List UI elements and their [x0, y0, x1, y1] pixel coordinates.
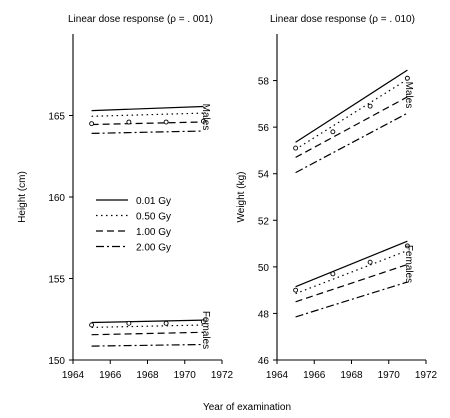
observed-point-males — [126, 119, 132, 125]
group-label-males: Males — [403, 82, 414, 109]
legend-label-3: 2.00 Gy — [136, 243, 171, 254]
x-tick-label: 1970 — [378, 370, 401, 381]
series-line-females-3 — [91, 343, 204, 347]
group-label-females: Females — [200, 311, 211, 349]
x-tick-label: 1972 — [415, 370, 438, 381]
group-label-males: Males — [200, 104, 211, 131]
height-panel: 1964 1966 1968 1970 1972 150 155 160 165 Linear d… — [17, 14, 234, 381]
series-line-males-2 — [295, 96, 408, 158]
series-line-females-0 — [295, 240, 408, 288]
legend-label-1: 0.50 Gy — [136, 212, 171, 223]
y-tick-label: 50 — [258, 263, 270, 274]
y-tick-label: 155 — [48, 275, 65, 286]
x-tick-label: 1966 — [303, 370, 326, 381]
observed-point-females — [330, 271, 336, 277]
chart-title: Linear dose response (ρ = . 001) — [68, 14, 213, 25]
group-label-females: Females — [403, 245, 414, 283]
observed-point-males — [293, 145, 299, 151]
observed-point-females — [126, 320, 132, 326]
x-tick-label: 1968 — [136, 370, 159, 381]
series-line-females-2 — [91, 331, 204, 336]
series-line-males-0 — [91, 105, 204, 112]
series-line-males-0 — [295, 69, 408, 143]
y-tick-label: 160 — [48, 193, 65, 204]
observed-point-males — [367, 103, 373, 109]
y-tick-label: 58 — [258, 77, 270, 88]
series-line-males-1 — [91, 112, 204, 117]
series-line-females-3 — [295, 281, 408, 318]
series-line-males-1 — [295, 78, 408, 150]
observed-point-males — [200, 118, 206, 124]
weight-panel: 1964 1966 1968 1970 1972 46 48 50 52 54 56 58 Linear… — [236, 14, 438, 381]
y-tick-label: 165 — [48, 112, 65, 123]
y-tick-label: 46 — [258, 356, 270, 367]
x-tick-label: 1972 — [211, 370, 234, 381]
chart-title: Linear dose response (ρ = . 010) — [270, 14, 415, 25]
series-line-females-1 — [91, 324, 204, 328]
observed-point-females — [367, 259, 373, 265]
legend-label-0: 0.01 Gy — [136, 196, 171, 207]
x-tick-label: 1968 — [340, 370, 363, 381]
series-line-females-0 — [91, 319, 204, 324]
y-tick-label: 150 — [48, 356, 65, 367]
observed-point-females — [89, 322, 95, 328]
series-line-females-2 — [295, 263, 408, 303]
y-axis-label: Weight (kg) — [236, 172, 247, 223]
observed-point-males — [163, 119, 169, 125]
y-tick-label: 52 — [258, 216, 270, 227]
observed-point-males — [404, 75, 410, 81]
series-line-males-3 — [295, 112, 408, 174]
y-tick-label: 54 — [258, 170, 270, 181]
observed-point-females — [404, 243, 410, 249]
observed-point-males — [89, 121, 95, 127]
observed-point-males — [330, 129, 336, 135]
x-tick-label: 1966 — [99, 370, 122, 381]
legend-label-2: 1.00 Gy — [136, 227, 171, 238]
series-line-males-2 — [91, 121, 204, 126]
legend: 0.01 Gy 0.50 Gy 1.00 Gy 2.00 Gy — [96, 196, 171, 254]
observed-point-females — [163, 320, 169, 326]
y-tick-label: 56 — [258, 123, 270, 134]
y-axis-label: Height (cm) — [17, 171, 28, 223]
shared-x-axis-label: Year of examination — [203, 402, 291, 413]
x-tick-label: 1964 — [62, 370, 85, 381]
x-tick-label: 1970 — [174, 370, 197, 381]
observed-point-females — [293, 287, 299, 293]
observed-point-females — [200, 319, 206, 325]
series-line-males-3 — [91, 130, 204, 134]
y-tick-label: 48 — [258, 309, 270, 320]
x-tick-label: 1964 — [266, 370, 289, 381]
